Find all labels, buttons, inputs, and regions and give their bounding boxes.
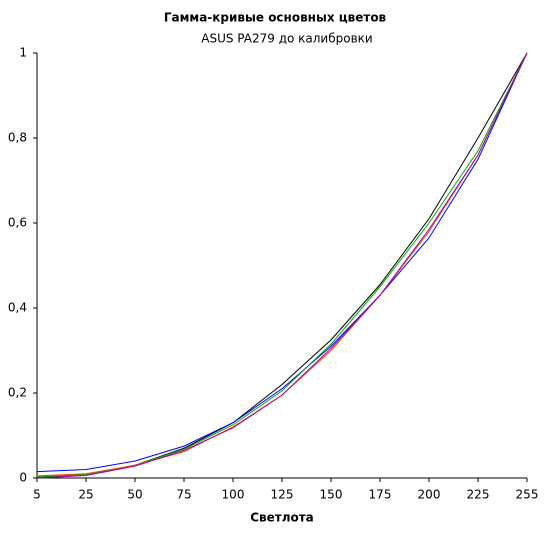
x-tick-label: 50 bbox=[127, 488, 142, 502]
x-tick-label: 5 bbox=[33, 488, 41, 502]
y-tick-label: 0,4 bbox=[8, 301, 27, 315]
x-tick-label: 225 bbox=[467, 488, 490, 502]
y-tick-label: 0 bbox=[19, 471, 27, 485]
series-line bbox=[36, 52, 528, 473]
y-tick-label: 0,2 bbox=[8, 386, 27, 400]
x-tick-label: 125 bbox=[271, 488, 294, 502]
chart-title: Гамма-кривые основных цветов bbox=[164, 11, 387, 25]
y-tick-label: 0,6 bbox=[8, 216, 27, 230]
series-line bbox=[36, 52, 528, 478]
x-axis-label: Светлота bbox=[250, 511, 314, 525]
x-tick-label: 150 bbox=[320, 488, 343, 502]
series-line bbox=[36, 52, 528, 478]
x-tick-label: 75 bbox=[176, 488, 191, 502]
chart-subtitle: ASUS PA279 до калибровки bbox=[201, 32, 372, 46]
series-line bbox=[36, 52, 528, 477]
x-tick-label: 25 bbox=[78, 488, 93, 502]
x-tick-label: 255 bbox=[516, 488, 539, 502]
x-tick-label: 200 bbox=[418, 488, 441, 502]
y-tick-label: 0,8 bbox=[8, 131, 27, 145]
series-line bbox=[36, 52, 528, 479]
y-tick-label: 1 bbox=[19, 46, 27, 60]
x-tick-label: 100 bbox=[222, 488, 245, 502]
x-tick-label: 175 bbox=[369, 488, 392, 502]
